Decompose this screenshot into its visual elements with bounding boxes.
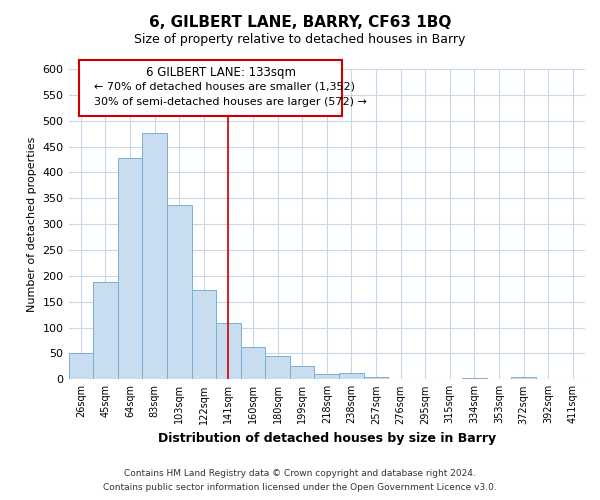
Bar — [142, 132, 167, 380]
Bar — [339, 373, 364, 380]
Bar — [68, 354, 93, 380]
Text: 6, GILBERT LANE, BARRY, CF63 1BQ: 6, GILBERT LANE, BARRY, CF63 1BQ — [149, 15, 451, 30]
Bar — [167, 205, 191, 380]
Text: Contains public sector information licensed under the Open Government Licence v3: Contains public sector information licen… — [103, 484, 497, 492]
Text: Size of property relative to detached houses in Barry: Size of property relative to detached ho… — [134, 32, 466, 46]
Y-axis label: Number of detached properties: Number of detached properties — [27, 136, 37, 312]
Bar — [462, 378, 487, 380]
Text: 6 GILBERT LANE: 133sqm: 6 GILBERT LANE: 133sqm — [146, 66, 296, 79]
Text: Contains HM Land Registry data © Crown copyright and database right 2024.: Contains HM Land Registry data © Crown c… — [124, 468, 476, 477]
Bar — [364, 376, 388, 380]
X-axis label: Distribution of detached houses by size in Barry: Distribution of detached houses by size … — [158, 432, 496, 445]
Bar — [314, 374, 339, 380]
Text: ← 70% of detached houses are smaller (1,352): ← 70% of detached houses are smaller (1,… — [94, 82, 355, 92]
Bar — [93, 282, 118, 380]
Bar — [216, 324, 241, 380]
Text: 30% of semi-detached houses are larger (572) →: 30% of semi-detached houses are larger (… — [94, 97, 367, 107]
Bar — [265, 356, 290, 380]
FancyBboxPatch shape — [79, 60, 342, 116]
Bar — [290, 366, 314, 380]
Bar — [241, 347, 265, 380]
Bar — [118, 158, 142, 380]
Bar — [191, 290, 216, 380]
Bar — [511, 377, 536, 380]
